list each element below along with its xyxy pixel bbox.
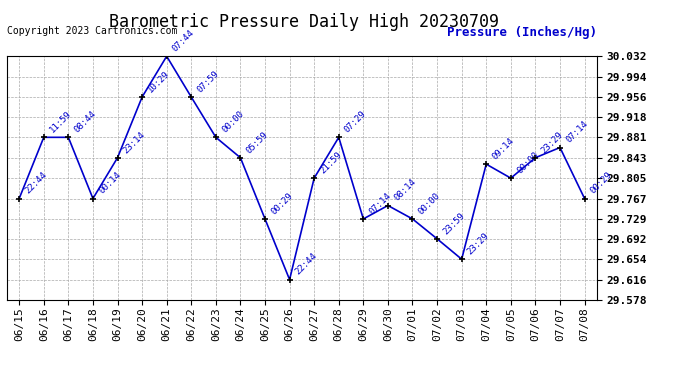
Text: 23:29: 23:29 bbox=[466, 231, 491, 256]
Text: 09:14: 09:14 bbox=[491, 136, 515, 161]
Text: 07:14: 07:14 bbox=[564, 119, 589, 145]
Text: 22:44: 22:44 bbox=[294, 252, 319, 277]
Text: 05:59: 05:59 bbox=[244, 130, 270, 155]
Text: 00:14: 00:14 bbox=[97, 170, 122, 196]
Text: 10:29: 10:29 bbox=[146, 69, 172, 94]
Text: 00:29: 00:29 bbox=[589, 170, 614, 196]
Text: 23:29: 23:29 bbox=[540, 130, 565, 155]
Text: 08:44: 08:44 bbox=[72, 109, 98, 135]
Text: 00:00: 00:00 bbox=[515, 150, 540, 176]
Text: 21:59: 21:59 bbox=[318, 150, 344, 176]
Text: 07:59: 07:59 bbox=[195, 69, 221, 94]
Text: 23:59: 23:59 bbox=[441, 211, 466, 236]
Text: 07:29: 07:29 bbox=[343, 109, 368, 135]
Text: 00:29: 00:29 bbox=[269, 191, 295, 216]
Text: 08:14: 08:14 bbox=[392, 177, 417, 203]
Text: Barometric Pressure Daily High 20230709: Barometric Pressure Daily High 20230709 bbox=[108, 13, 499, 31]
Text: 23:14: 23:14 bbox=[121, 130, 147, 155]
Text: 07:14: 07:14 bbox=[368, 191, 393, 216]
Text: Copyright 2023 Cartronics.com: Copyright 2023 Cartronics.com bbox=[7, 26, 177, 36]
Text: Pressure (Inches/Hg): Pressure (Inches/Hg) bbox=[447, 26, 597, 39]
Text: 07:44: 07:44 bbox=[171, 28, 196, 54]
Text: 00:00: 00:00 bbox=[417, 191, 442, 216]
Text: 00:00: 00:00 bbox=[220, 109, 246, 135]
Text: 22:44: 22:44 bbox=[23, 170, 49, 196]
Text: 11:59: 11:59 bbox=[48, 109, 73, 135]
